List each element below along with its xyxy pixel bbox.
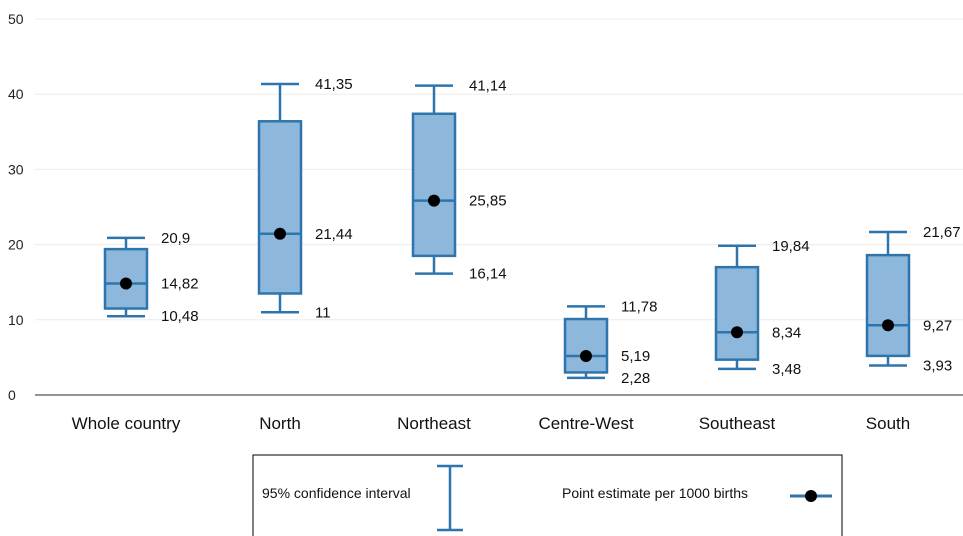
lower-value-label: 3,48 bbox=[772, 361, 801, 378]
box-centre-west: 11,78 5,19 2,28 bbox=[563, 298, 657, 387]
box-body bbox=[411, 112, 457, 258]
x-tick-label: Centre-West bbox=[538, 414, 633, 433]
lower-value-label: 3,93 bbox=[923, 357, 952, 374]
x-tick-label: South bbox=[866, 414, 910, 433]
x-tick-label: Southeast bbox=[699, 414, 776, 433]
point-estimate bbox=[274, 227, 286, 240]
box-body bbox=[257, 120, 303, 295]
box-body bbox=[714, 265, 760, 361]
legend-point-icon bbox=[790, 490, 832, 502]
box-body bbox=[563, 317, 609, 374]
legend-ci-label: 95% confidence interval bbox=[262, 485, 411, 501]
box-whole-country: 20,9 14,82 10,48 bbox=[103, 230, 199, 325]
estimate-value-label: 25,85 bbox=[469, 193, 507, 210]
upper-value-label: 41,35 bbox=[315, 76, 353, 93]
y-tick-label: 10 bbox=[8, 312, 24, 328]
x-tick-label: Whole country bbox=[72, 414, 181, 433]
box-northeast: 41,14 25,85 16,14 bbox=[411, 78, 507, 283]
point-estimate bbox=[580, 349, 592, 362]
box-body bbox=[865, 253, 911, 358]
grid-lines bbox=[35, 18, 963, 321]
point-estimate bbox=[731, 326, 743, 339]
lower-value-label: 10,48 bbox=[161, 308, 199, 325]
y-tick-label: 20 bbox=[8, 237, 24, 253]
upper-value-label: 20,9 bbox=[161, 230, 190, 247]
point-estimate bbox=[882, 319, 894, 332]
estimate-value-label: 21,44 bbox=[315, 226, 353, 243]
box-south: 21,67 9,27 3,93 bbox=[865, 224, 961, 374]
y-axis: 0 10 20 30 40 50 bbox=[8, 11, 24, 403]
y-tick-label: 40 bbox=[8, 86, 24, 102]
estimate-value-label: 9,27 bbox=[923, 317, 952, 334]
x-axis: Whole country North Northeast Centre-West So… bbox=[35, 394, 963, 433]
lower-value-label: 11 bbox=[315, 304, 331, 321]
upper-value-label: 11,78 bbox=[621, 298, 657, 315]
y-tick-label: 30 bbox=[8, 161, 24, 177]
lower-value-label: 2,28 bbox=[621, 370, 650, 387]
x-tick-label: North bbox=[259, 414, 301, 433]
upper-value-label: 21,67 bbox=[923, 224, 961, 241]
estimate-value-label: 14,82 bbox=[161, 276, 199, 293]
box-north: 41,35 21,44 11 bbox=[257, 76, 353, 321]
upper-value-label: 41,14 bbox=[469, 78, 507, 95]
legend-ci-icon bbox=[437, 464, 463, 532]
legend: 95% confidence interval Point estimate p… bbox=[252, 454, 843, 536]
point-estimate bbox=[428, 194, 440, 207]
lower-value-label: 16,14 bbox=[469, 266, 507, 283]
y-tick-label: 0 bbox=[8, 387, 16, 403]
estimate-value-label: 5,19 bbox=[621, 348, 650, 365]
legend-point-label: Point estimate per 1000 births bbox=[562, 485, 748, 501]
x-tick-label: Northeast bbox=[397, 414, 471, 433]
estimate-value-label: 8,34 bbox=[772, 324, 801, 341]
y-tick-label: 50 bbox=[8, 11, 24, 27]
point-estimate bbox=[120, 277, 132, 290]
boxes: 20,9 14,82 10,48 41,35 21,44 11 41,14 25,85 16,1… bbox=[103, 76, 961, 387]
upper-value-label: 19,84 bbox=[772, 238, 810, 255]
legend-frame bbox=[252, 454, 843, 536]
box-body bbox=[103, 247, 149, 310]
box-southeast: 19,84 8,34 3,48 bbox=[714, 238, 810, 378]
